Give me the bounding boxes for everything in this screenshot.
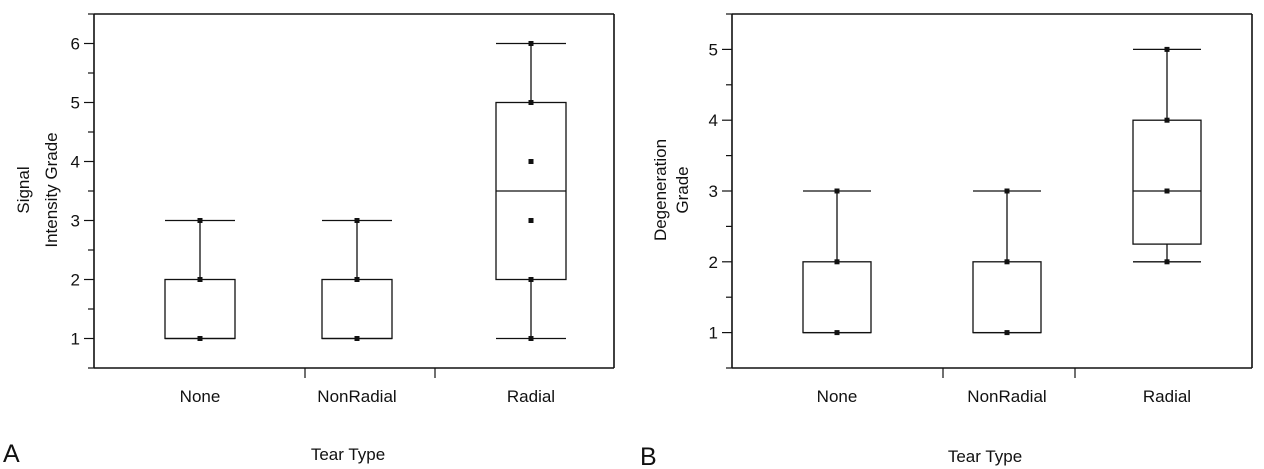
data-point xyxy=(834,259,840,265)
data-point xyxy=(834,188,840,194)
y-axis-label: Intensity Grade xyxy=(42,132,61,247)
data-point xyxy=(528,41,534,46)
data-point xyxy=(528,159,534,164)
box-nonradial xyxy=(321,218,393,341)
box-radial xyxy=(495,41,567,341)
data-point xyxy=(1004,330,1010,336)
y-tick-label: 3 xyxy=(71,212,80,231)
y-tick-label: 4 xyxy=(71,153,80,172)
x-tick-label: NonRadial xyxy=(967,387,1046,406)
y-tick-label: 5 xyxy=(709,40,718,59)
y-tick-label: 4 xyxy=(709,111,718,130)
y-tick-label: 3 xyxy=(709,182,718,201)
y-axis-label: Grade xyxy=(673,166,692,213)
box-nonradial xyxy=(972,188,1042,336)
x-tick-label: None xyxy=(180,387,221,406)
x-axis-label: Tear Type xyxy=(948,447,1022,466)
y-tick-label: 1 xyxy=(71,330,80,349)
data-point xyxy=(1004,188,1010,194)
y-axis-label: Signal xyxy=(14,166,33,213)
data-point xyxy=(354,336,360,341)
y-axis-label: Degeneration xyxy=(651,139,670,241)
x-tick-label: NonRadial xyxy=(317,387,396,406)
data-point xyxy=(197,277,203,282)
data-point xyxy=(197,336,203,341)
data-point xyxy=(197,218,203,223)
data-point xyxy=(1164,46,1170,52)
box-none xyxy=(802,188,872,336)
chart-panel-b: 1 2 3 4 5 None NonRadial Radial Degeneration Grad… xyxy=(640,13,1253,469)
data-point xyxy=(834,330,840,336)
data-point xyxy=(528,218,534,223)
data-point xyxy=(1164,259,1170,265)
data-point xyxy=(1164,188,1170,194)
data-point xyxy=(1164,117,1170,123)
chart-panel-a: 1 2 3 4 5 6 None NonRadial Radial Signal Intensity… xyxy=(3,13,615,468)
iqr-box xyxy=(164,278,236,340)
data-point xyxy=(528,336,534,341)
x-tick-label: None xyxy=(817,387,858,406)
x-axis-label: Tear Type xyxy=(311,445,385,464)
iqr-box xyxy=(802,261,872,334)
box-none xyxy=(164,218,236,341)
data-point xyxy=(528,277,534,282)
iqr-box xyxy=(1132,119,1202,245)
panel-label: A xyxy=(3,440,20,468)
iqr-box xyxy=(972,261,1042,334)
data-point xyxy=(528,100,534,105)
data-point xyxy=(1004,259,1010,265)
box-radial xyxy=(1132,46,1202,265)
x-tick-label: Radial xyxy=(507,387,555,406)
iqr-box xyxy=(321,278,393,340)
x-tick-label: Radial xyxy=(1143,387,1191,406)
y-tick-label: 1 xyxy=(709,324,718,343)
data-point xyxy=(354,277,360,282)
panel-label: B xyxy=(640,443,657,469)
y-tick-label: 6 xyxy=(71,35,80,54)
y-tick-label: 5 xyxy=(71,94,80,113)
y-tick-label: 2 xyxy=(71,271,80,290)
y-tick-label: 2 xyxy=(709,253,718,272)
data-point xyxy=(354,218,360,223)
